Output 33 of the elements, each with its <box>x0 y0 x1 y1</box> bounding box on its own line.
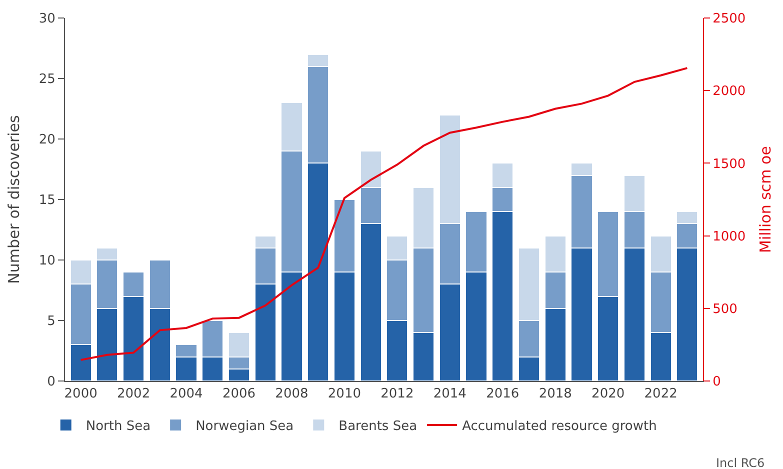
legend-label: Norwegian Sea <box>196 419 294 434</box>
y2-tick-label: 2500 <box>712 12 746 27</box>
legend-label: Accumulated resource growth <box>462 419 657 434</box>
y2-tick-label: 1000 <box>712 229 746 244</box>
x-tick-label: 2022 <box>644 386 678 402</box>
legend-label: Barents Sea <box>338 419 418 434</box>
y2-tick-label: 0 <box>712 374 721 390</box>
y-tick-label: 20 <box>38 132 56 148</box>
x-tick-label: 2018 <box>538 386 572 402</box>
y2-axis-title: Million scm oe <box>756 146 775 253</box>
x-tick-label: 2006 <box>222 386 256 402</box>
x-tick-label: 2004 <box>170 386 203 402</box>
text: Incl RC6 <box>716 456 765 469</box>
x-tick-label: 2000 <box>64 386 98 402</box>
x-tick-label: 2020 <box>592 386 625 402</box>
y-tick-label: 15 <box>38 193 56 208</box>
x-tick-label: 2008 <box>275 386 308 402</box>
legend-label: North Sea <box>86 419 151 434</box>
x-tick-label: 2010 <box>328 386 361 402</box>
y-tick-label: 25 <box>38 72 56 88</box>
x-tick-label: 2016 <box>486 386 520 402</box>
y-tick-label: 5 <box>47 314 56 330</box>
y2-tick-label: 1500 <box>712 156 746 172</box>
y-tick-label: 10 <box>38 254 56 269</box>
x-tick-label: 2012 <box>380 386 414 402</box>
y-tick-label: 30 <box>38 12 56 27</box>
line-series <box>80 67 688 361</box>
x-tick-label: 2002 <box>117 386 150 402</box>
y2-tick-label: 2000 <box>712 84 746 100</box>
y-tick-label: 0 <box>47 374 56 390</box>
y2-tick-label: 500 <box>712 302 738 317</box>
y-axis-title: Number of discoveries <box>5 114 24 284</box>
x-tick-label: 2014 <box>433 386 466 402</box>
